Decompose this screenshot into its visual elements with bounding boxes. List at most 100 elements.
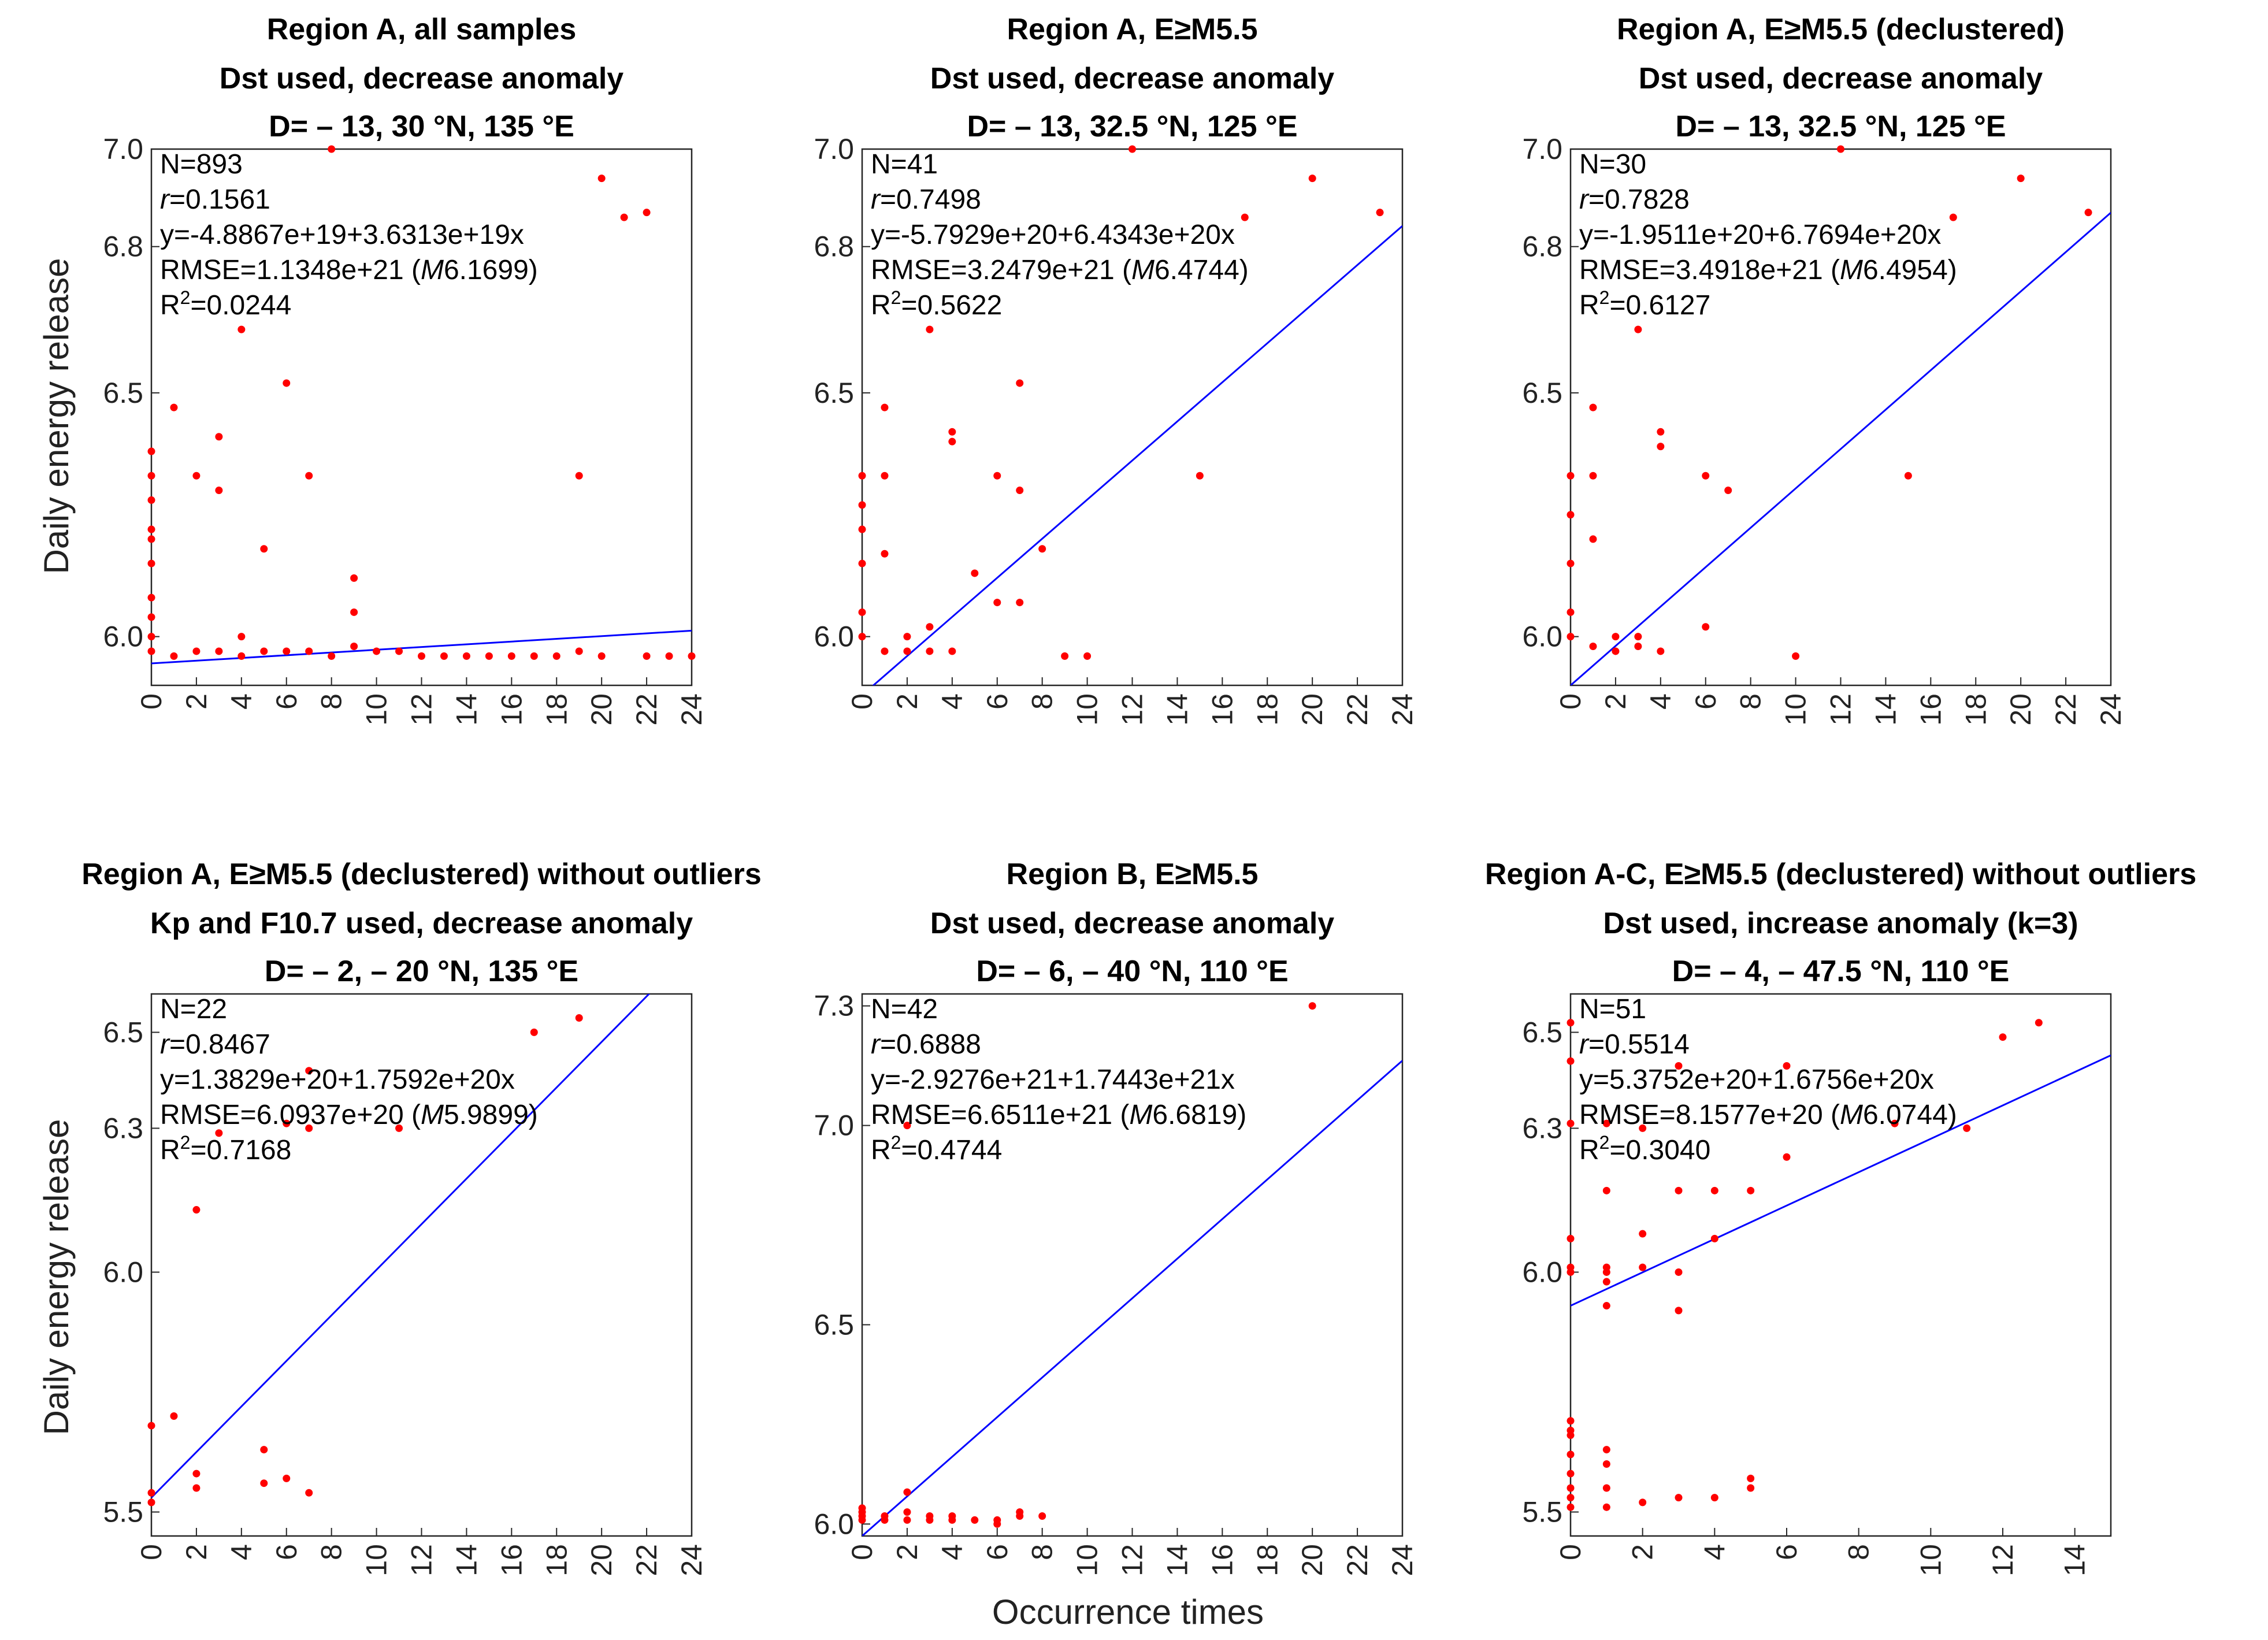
data-point xyxy=(1639,1263,1647,1271)
x-tick-label: 2 xyxy=(180,1544,213,1560)
x-tick-label: 12 xyxy=(406,1544,438,1576)
x-axis-label: Occurrence times xyxy=(992,1593,1264,1631)
x-tick-label: 12 xyxy=(1116,693,1149,726)
data-point xyxy=(1634,325,1642,333)
x-tick-label: 0 xyxy=(135,1544,168,1560)
stat-rmse: RMSE=3.4918e+21 (M6.4954) xyxy=(1579,255,1957,285)
data-point xyxy=(948,647,956,655)
x-tick-label: 2 xyxy=(1599,693,1632,710)
data-point xyxy=(903,647,911,655)
x-tick-label: 18 xyxy=(540,693,573,726)
x-tick-label: 6 xyxy=(270,1544,303,1560)
data-point xyxy=(1710,1186,1718,1194)
y-tick-label: 6.5 xyxy=(1522,1016,1562,1048)
data-point xyxy=(1567,1417,1575,1425)
y-tick-label: 6.5 xyxy=(103,377,143,409)
x-tick-label: 0 xyxy=(846,1544,878,1560)
data-point xyxy=(283,1119,291,1127)
x-tick-label: 4 xyxy=(1698,1544,1731,1560)
data-point xyxy=(1675,1062,1683,1070)
data-point xyxy=(1567,1450,1575,1459)
data-point xyxy=(192,1484,201,1492)
x-tick-label: 12 xyxy=(1825,693,1857,726)
data-point xyxy=(328,145,336,153)
data-point xyxy=(1567,1057,1575,1065)
data-point xyxy=(147,1498,155,1507)
x-tick-label: 10 xyxy=(1914,1544,1947,1576)
data-point xyxy=(1675,1268,1683,1276)
data-point xyxy=(1241,213,1249,221)
panel-title-line-1: Region A, E≥M5.5 xyxy=(1007,13,1257,46)
data-point xyxy=(1747,1186,1755,1194)
x-tick-label: 14 xyxy=(450,693,482,726)
y-tick-label: 7.3 xyxy=(814,990,854,1022)
data-point xyxy=(1567,559,1575,567)
data-point xyxy=(305,1067,313,1075)
data-point xyxy=(1589,535,1597,543)
regression-line xyxy=(862,1060,1402,1536)
data-point xyxy=(1602,1186,1610,1194)
panel-title-line-3: D= – 13, 32.5 °N, 125 °E xyxy=(967,110,1297,143)
stat-rmse: RMSE=3.2479e+21 (M6.4744) xyxy=(871,255,1249,285)
data-point xyxy=(1602,1268,1610,1276)
data-point xyxy=(575,647,583,655)
stat-r-squared: R2=0.6127 xyxy=(1579,287,1710,321)
data-point xyxy=(215,487,223,495)
data-point xyxy=(688,652,696,660)
data-point xyxy=(305,472,313,480)
panel-3: Region A, E≥M5.5 (declustered) Dst used, … xyxy=(1522,13,2127,726)
stat-r: r=0.5514 xyxy=(1579,1029,1690,1060)
y-tick-label: 6.0 xyxy=(103,1256,143,1288)
y-tick-label: 6.3 xyxy=(103,1112,143,1144)
x-tick-label: 18 xyxy=(1251,693,1283,726)
data-point xyxy=(170,1412,178,1420)
panel-title-line-3: D= – 4, – 47.5 °N, 110 °E xyxy=(1672,955,2010,988)
x-tick-label: 10 xyxy=(1071,1544,1104,1576)
panel-title-line-1: Region A-C, E≥M5.5 (declustered) without… xyxy=(1485,858,2196,891)
data-point xyxy=(1589,472,1597,480)
data-point xyxy=(1657,443,1665,451)
stat-r-squared: R2=0.5622 xyxy=(871,287,1002,321)
stat-n: N=51 xyxy=(1579,994,1646,1025)
y-tick-label: 7.0 xyxy=(814,1110,854,1142)
stat-rmse: RMSE=1.1348e+21 (M6.1699) xyxy=(160,255,538,285)
data-point xyxy=(881,403,889,411)
y-tick-label: 6.5 xyxy=(814,377,854,409)
x-tick-label: 24 xyxy=(675,1544,708,1576)
regression-line xyxy=(1571,212,2111,685)
x-tick-label: 10 xyxy=(1071,693,1104,726)
data-point xyxy=(395,647,403,655)
data-point xyxy=(926,623,934,631)
x-tick-label: 24 xyxy=(1386,693,1419,726)
data-point xyxy=(1602,1119,1610,1127)
y-tick-label: 6.8 xyxy=(103,231,143,263)
data-point xyxy=(858,1516,866,1524)
stat-equation: y=-1.9511e+20+6.7694e+20x xyxy=(1579,220,1941,250)
stat-r: r=0.6888 xyxy=(871,1029,981,1060)
data-point xyxy=(1612,647,1620,655)
data-point xyxy=(1376,209,1384,217)
data-point xyxy=(1016,487,1024,495)
x-tick-label: 20 xyxy=(1296,1544,1328,1576)
data-point xyxy=(858,501,866,509)
data-point xyxy=(1602,1446,1610,1454)
data-point xyxy=(1891,1119,1899,1127)
data-point xyxy=(597,652,606,660)
data-point xyxy=(2035,1019,2043,1027)
stat-n: N=22 xyxy=(160,994,227,1025)
data-point xyxy=(147,535,155,543)
panel-title-line-2: Dst used, decrease anomaly xyxy=(930,907,1335,940)
data-point xyxy=(993,1516,1001,1524)
data-point xyxy=(1016,379,1024,387)
x-tick-label: 12 xyxy=(1116,1544,1149,1576)
data-point xyxy=(2017,175,2025,183)
panel-2: Region A, E≥M5.5 Dst used, decrease anoma… xyxy=(814,13,1419,726)
x-tick-label: 22 xyxy=(1341,693,1374,726)
data-point xyxy=(858,608,866,616)
stat-equation: y=5.3752e+20+1.6756e+20x xyxy=(1579,1064,1934,1095)
data-point xyxy=(926,1516,934,1524)
y-tick-label: 6.8 xyxy=(1522,231,1562,263)
data-point xyxy=(1783,1153,1791,1161)
data-point xyxy=(1567,1431,1575,1439)
